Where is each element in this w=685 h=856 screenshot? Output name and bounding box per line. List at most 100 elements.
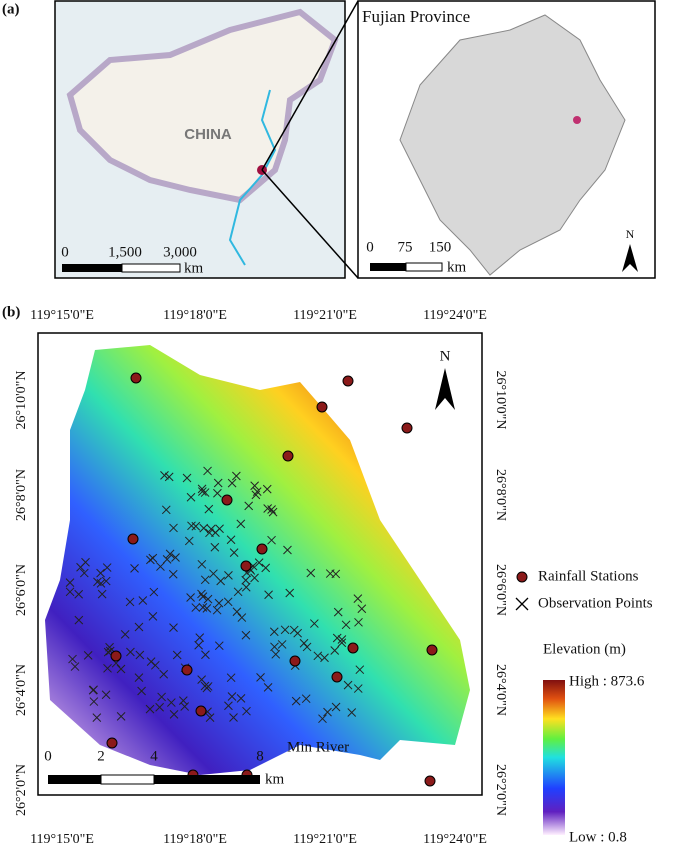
- observation-point: [323, 707, 332, 717]
- observation-point: [213, 488, 222, 498]
- observation-point: [148, 553, 158, 563]
- rainfall-station: [331, 671, 343, 683]
- rainfall-station: [110, 650, 122, 662]
- elevation-colorbar: [543, 680, 565, 835]
- observation-point: [201, 650, 210, 660]
- observation-point: [224, 701, 233, 711]
- latitude-label: 26°4'0"N: [14, 664, 29, 716]
- observation-point: [347, 708, 357, 717]
- observation-point: [301, 694, 311, 704]
- observation-point: [83, 651, 93, 660]
- observation-point: [125, 597, 135, 607]
- rainfall-station: [289, 655, 301, 667]
- observation-point: [74, 589, 84, 599]
- rainfall-station: [401, 422, 413, 434]
- rainfall-station: [130, 372, 142, 384]
- latitude-label: 26°2'0"N: [14, 764, 29, 816]
- observation-point: [213, 478, 223, 488]
- observation-point: [277, 640, 287, 649]
- latitude-label: 26°8'0"N: [493, 469, 508, 521]
- scale-bar: [100, 774, 155, 785]
- latitude-label: 26°6'0"N: [14, 564, 29, 616]
- observation-point: [101, 576, 111, 586]
- observation-point: [241, 575, 251, 585]
- observation-point: [191, 521, 201, 531]
- observation-point: [354, 617, 363, 627]
- observation-point: [331, 702, 341, 712]
- latitude-label: 26°10'0"N: [493, 371, 508, 430]
- observation-point: [337, 638, 347, 648]
- observation-point: [251, 490, 261, 500]
- observation-point: [79, 568, 89, 578]
- observation-point: [184, 536, 194, 546]
- china-outline: [66, 8, 339, 204]
- observation-point: [195, 633, 205, 642]
- observation-point: [232, 607, 242, 617]
- rainfall-station: [181, 664, 193, 676]
- longitude-label: 119°18'0"E: [163, 832, 227, 847]
- observation-point: [74, 615, 84, 625]
- observation-point: [134, 622, 144, 632]
- observation-point: [135, 650, 145, 660]
- longitude-label: 119°15'0"E: [30, 832, 94, 847]
- observation-point: [203, 682, 213, 691]
- latitude-label: 26°2'0"N: [493, 764, 508, 816]
- longitude-label: 119°21'0"E: [293, 308, 357, 323]
- observation-point: [65, 578, 75, 587]
- observation-point: [198, 603, 208, 612]
- observation-point: [96, 568, 105, 578]
- rainfall-station: [240, 560, 252, 572]
- scale-label: 0: [44, 748, 52, 764]
- latitude-label: 26°4'0"N: [493, 664, 508, 716]
- scale-label: 8: [256, 748, 264, 764]
- observation-point: [149, 587, 159, 597]
- observation-point: [216, 576, 226, 586]
- observation-point: [280, 625, 290, 635]
- observation-point: [97, 589, 107, 599]
- observation-point: [198, 592, 208, 601]
- observation-point: [232, 471, 241, 481]
- observation-point: [264, 590, 273, 600]
- observation-point: [269, 627, 279, 637]
- observation-point: [92, 713, 102, 722]
- observation-point: [156, 562, 165, 571]
- observation-point: [169, 523, 178, 533]
- connector: [261, 0, 359, 171]
- observation-point: [214, 598, 224, 608]
- north-label: N: [440, 348, 451, 364]
- observation-point: [325, 569, 335, 578]
- scale-bar: [154, 775, 260, 784]
- observation-point: [116, 664, 126, 674]
- observation-point: [205, 528, 214, 538]
- north-arrow: [435, 368, 455, 410]
- observation-point: [186, 593, 195, 602]
- observation-point: [182, 473, 192, 483]
- observation-point: [180, 702, 190, 711]
- observation-point: [88, 685, 98, 695]
- observation-point: [169, 709, 179, 719]
- observation-point: [263, 504, 273, 513]
- observation-point: [333, 607, 343, 617]
- longitude-label: 119°18'0"E: [163, 308, 227, 323]
- scale-label: 0: [366, 239, 374, 255]
- observation-point: [337, 635, 347, 644]
- scale-label: 2: [97, 748, 105, 764]
- panel-label: (b): [2, 304, 20, 320]
- observation-point: [197, 589, 206, 599]
- observation-point: [197, 484, 207, 494]
- observation-point: [105, 642, 114, 652]
- observation-point: [353, 684, 363, 693]
- scale-label: 150: [429, 239, 452, 255]
- observation-point: [341, 620, 351, 630]
- observation-point: [155, 702, 164, 712]
- rainfall-station: [195, 705, 207, 717]
- observation-point: [270, 642, 279, 652]
- observation-point: [252, 487, 262, 496]
- observation-point: [130, 564, 139, 573]
- observation-point: [285, 588, 295, 598]
- latitude-label: 26°6'0"N: [493, 564, 508, 616]
- rainfall-station: [316, 401, 328, 413]
- observation-point: [191, 603, 201, 612]
- observation-point: [241, 630, 251, 640]
